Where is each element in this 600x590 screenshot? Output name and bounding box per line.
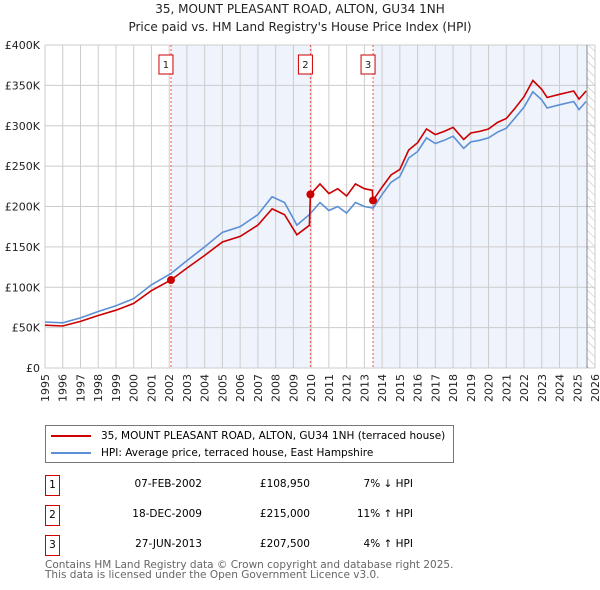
sale-label-number: 2 — [302, 60, 308, 71]
sale-label-number: 1 — [163, 60, 169, 71]
footer: Contains HM Land Registry data © Crown c… — [45, 559, 454, 581]
sale-row: 2 18-DEC-2009 £215,000 11% ↑ HPI — [45, 505, 445, 527]
x-tick-label: 2025 — [571, 374, 584, 402]
x-tick-label: 2015 — [394, 374, 407, 402]
y-tick-label: £350K — [5, 79, 41, 92]
hpi-line — [44, 90, 587, 324]
sale-hpi-diff: 7% ↓ HPI — [363, 478, 413, 490]
legend-label: 35, MOUNT PLEASANT ROAD, ALTON, GU34 1NH… — [101, 430, 446, 442]
sale-date: 27-JUN-2013 — [135, 538, 202, 550]
sale-date: 18-DEC-2009 — [132, 508, 202, 520]
x-tick-label: 2008 — [270, 374, 283, 402]
x-tick-label: 2017 — [429, 374, 442, 402]
x-tick-label: 2020 — [483, 374, 496, 402]
x-tick-label: 2001 — [145, 374, 158, 402]
x-tick-label: 2023 — [536, 374, 549, 402]
sale-point — [306, 190, 315, 199]
sale-number: 2 — [45, 505, 60, 526]
legend-label: HPI: Average price, terraced house, East… — [101, 447, 374, 459]
legend-item-hpi: HPI: Average price, terraced house, East… — [51, 445, 373, 461]
y-tick-label: £0 — [26, 362, 40, 375]
y-tick-label: £250K — [5, 160, 41, 173]
x-tick-label: 2012 — [341, 374, 354, 402]
sale-hpi-diff: 11% ↑ HPI — [356, 508, 413, 520]
x-tick-label: 2018 — [447, 374, 460, 402]
x-tick-label: 1996 — [57, 374, 70, 402]
chart-subtitle: Price paid vs. HM Land Registry's House … — [128, 20, 471, 34]
legend-item-property: 35, MOUNT PLEASANT ROAD, ALTON, GU34 1NH… — [51, 428, 445, 444]
chart-title: 35, MOUNT PLEASANT ROAD, ALTON, GU34 1NH — [155, 2, 445, 16]
x-tick-label: 2000 — [128, 374, 141, 402]
x-tick-label: 2014 — [376, 374, 389, 402]
sale-label-box — [158, 54, 174, 75]
y-tick-label: £200K — [5, 201, 41, 214]
x-tick-label: 2009 — [287, 374, 300, 402]
x-tick-label: 2011 — [323, 374, 336, 402]
property-price-line — [44, 79, 587, 327]
x-tick-label: 2026 — [589, 374, 600, 402]
footer-copyright: Contains HM Land Registry data © Crown c… — [45, 559, 454, 571]
price-chart: 35, MOUNT PLEASANT ROAD, ALTON, GU34 1NH… — [5, 2, 600, 402]
x-tick-label: 2002 — [163, 374, 176, 402]
legend-swatch-red — [51, 435, 91, 437]
x-tick-label: 1997 — [74, 374, 87, 402]
x-tick-label: 2007 — [252, 374, 265, 402]
y-tick-label: £50K — [12, 322, 41, 335]
x-tick-label: 2003 — [181, 374, 194, 402]
x-tick-label: 2010 — [305, 374, 318, 402]
x-tick-label: 1999 — [110, 374, 123, 402]
y-tick-label: £400K — [5, 39, 41, 52]
sale-point — [369, 196, 378, 205]
sale-number: 3 — [45, 535, 60, 556]
sale-label-box — [297, 54, 313, 75]
x-tick-label: 1995 — [39, 374, 52, 402]
x-tick-label: 2004 — [199, 374, 212, 402]
x-tick-label: 2006 — [234, 374, 247, 402]
sale-point — [166, 276, 175, 285]
y-tick-label: £150K — [5, 241, 41, 254]
x-tick-label: 2024 — [554, 374, 567, 402]
sale-row: 1 07-FEB-2002 £108,950 7% ↓ HPI — [45, 475, 445, 497]
footer-licence: This data is licensed under the Open Gov… — [45, 569, 380, 581]
x-tick-label: 1998 — [92, 374, 105, 402]
legend-swatch-blue — [51, 452, 91, 454]
x-tick-label: 2022 — [518, 374, 531, 402]
sale-label-box — [360, 54, 376, 75]
sale-label-number: 3 — [365, 60, 371, 71]
sale-date: 07-FEB-2002 — [134, 478, 202, 490]
x-tick-label: 2021 — [500, 374, 513, 402]
sale-hpi-diff: 4% ↑ HPI — [363, 538, 413, 550]
x-tick-label: 2005 — [216, 374, 229, 402]
sale-price: £215,000 — [259, 508, 310, 520]
y-tick-label: £100K — [5, 281, 41, 294]
sale-price: £207,500 — [259, 538, 310, 550]
sale-number: 1 — [45, 475, 60, 496]
x-tick-label: 2016 — [412, 374, 425, 402]
y-tick-label: £300K — [5, 120, 41, 133]
legend: 35, MOUNT PLEASANT ROAD, ALTON, GU34 1NH… — [45, 425, 454, 463]
x-tick-label: 2019 — [465, 374, 478, 402]
x-tick-label: 2013 — [358, 374, 371, 402]
sale-price: £108,950 — [259, 478, 310, 490]
sale-row: 3 27-JUN-2013 £207,500 4% ↑ HPI — [45, 535, 445, 557]
